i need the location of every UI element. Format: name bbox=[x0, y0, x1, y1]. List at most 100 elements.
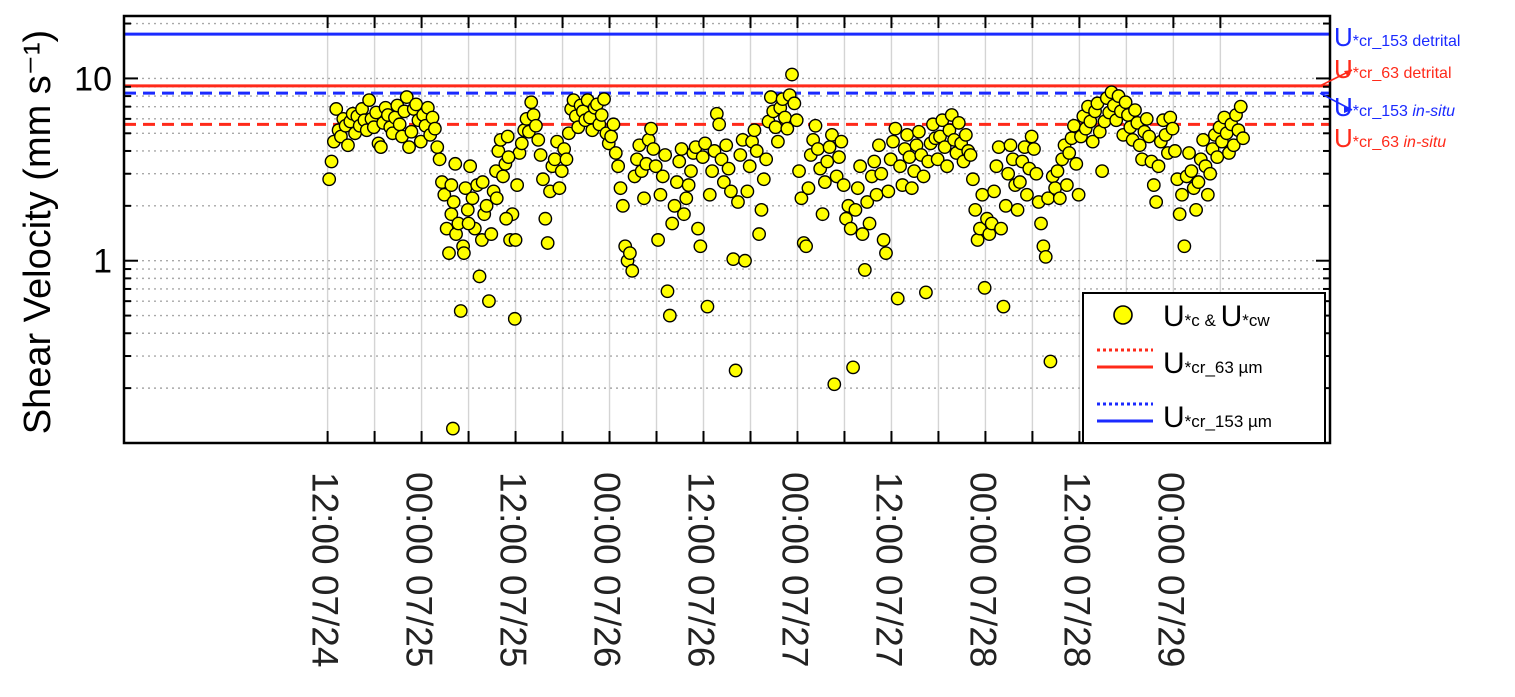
data-point bbox=[444, 178, 459, 192]
data-point bbox=[940, 159, 954, 174]
data-point bbox=[669, 175, 684, 189]
legend-marker bbox=[1113, 305, 1133, 325]
data-point bbox=[937, 140, 952, 154]
threshold-label-sub: *cr_63 detrital bbox=[1353, 65, 1452, 82]
data-point bbox=[857, 263, 872, 277]
data-point bbox=[606, 117, 621, 132]
data-point bbox=[615, 198, 630, 213]
data-point bbox=[850, 181, 865, 196]
data-point bbox=[991, 140, 1006, 154]
data-point bbox=[820, 154, 835, 169]
data-point bbox=[665, 216, 680, 231]
data-point bbox=[702, 187, 717, 202]
data-point bbox=[975, 187, 990, 202]
data-point bbox=[1043, 354, 1058, 369]
data-point bbox=[329, 102, 344, 116]
data-point bbox=[1149, 195, 1164, 209]
data-point bbox=[662, 308, 677, 323]
data-point bbox=[815, 207, 830, 222]
data-point bbox=[987, 184, 1001, 199]
data-point bbox=[413, 134, 428, 149]
y-tick-label: 10 bbox=[74, 60, 112, 98]
data-point bbox=[930, 152, 945, 167]
data-point bbox=[489, 191, 504, 206]
data-point bbox=[622, 246, 637, 261]
data-point bbox=[536, 172, 550, 187]
data-point bbox=[425, 110, 440, 125]
legend-label-main: U bbox=[1163, 401, 1185, 434]
data-point bbox=[778, 110, 792, 125]
data-point bbox=[825, 127, 839, 142]
data-point bbox=[1067, 118, 1081, 133]
data-point bbox=[533, 148, 548, 162]
legend-label: U*cr_63 µm bbox=[1163, 347, 1263, 380]
data-point bbox=[1189, 202, 1203, 217]
data-point bbox=[886, 134, 900, 149]
data-point bbox=[801, 181, 816, 196]
data-point bbox=[893, 159, 907, 174]
data-point bbox=[719, 138, 734, 153]
data-point bbox=[510, 178, 525, 192]
data-point bbox=[531, 132, 546, 147]
data-point bbox=[832, 150, 846, 165]
data-point bbox=[691, 221, 705, 236]
threshold-label: U*cr_153 detrital bbox=[1334, 22, 1460, 52]
data-point bbox=[559, 152, 574, 167]
data-point bbox=[1210, 150, 1225, 165]
data-point bbox=[1226, 138, 1241, 153]
data-point bbox=[808, 118, 823, 133]
data-point bbox=[594, 108, 609, 122]
data-point bbox=[1020, 187, 1034, 202]
data-point bbox=[644, 121, 658, 136]
data-point bbox=[672, 154, 687, 169]
data-point bbox=[771, 134, 785, 149]
data-point bbox=[507, 311, 522, 326]
data-point bbox=[1029, 166, 1044, 181]
data-point bbox=[693, 239, 708, 254]
data-point bbox=[1177, 239, 1192, 254]
data-point bbox=[625, 263, 640, 278]
data-point bbox=[1175, 187, 1189, 202]
data-point bbox=[1027, 142, 1041, 156]
data-point bbox=[472, 269, 487, 284]
data-point bbox=[970, 233, 985, 247]
data-point bbox=[780, 121, 795, 136]
data-point bbox=[902, 150, 917, 165]
data-point bbox=[951, 116, 966, 130]
data-point bbox=[1095, 164, 1110, 179]
data-point bbox=[867, 154, 882, 169]
data-point bbox=[904, 181, 919, 196]
data-point bbox=[1059, 178, 1074, 192]
data-point bbox=[989, 159, 1004, 174]
data-point bbox=[754, 202, 769, 217]
data-point bbox=[785, 67, 799, 82]
x-tick-label: 12:00 07/26 bbox=[681, 472, 722, 667]
data-point bbox=[552, 181, 567, 196]
data-point bbox=[1182, 146, 1196, 160]
data-point bbox=[1128, 103, 1142, 118]
data-point bbox=[1132, 138, 1147, 153]
data-point bbox=[460, 202, 475, 217]
data-point bbox=[1191, 175, 1206, 189]
data-point bbox=[432, 152, 447, 167]
threshold-label-italic: in-situ bbox=[1403, 134, 1446, 151]
data-point bbox=[911, 124, 926, 139]
threshold-label: U*cr_153 in-situ bbox=[1334, 92, 1455, 122]
data-point bbox=[446, 195, 461, 209]
threshold-layer bbox=[124, 32, 1330, 126]
data-point bbox=[538, 211, 553, 226]
data-point bbox=[700, 299, 715, 314]
data-point bbox=[611, 159, 626, 174]
data-point bbox=[965, 172, 980, 187]
data-point bbox=[794, 191, 809, 206]
data-point bbox=[958, 127, 973, 142]
data-point bbox=[799, 239, 813, 254]
data-point bbox=[756, 172, 771, 187]
legend-label-sub: *c & bbox=[1185, 311, 1221, 330]
data-point bbox=[698, 136, 712, 151]
data-point bbox=[862, 216, 877, 231]
data-point bbox=[660, 284, 675, 299]
threshold-arrow bbox=[1319, 92, 1353, 111]
data-point bbox=[890, 291, 905, 306]
